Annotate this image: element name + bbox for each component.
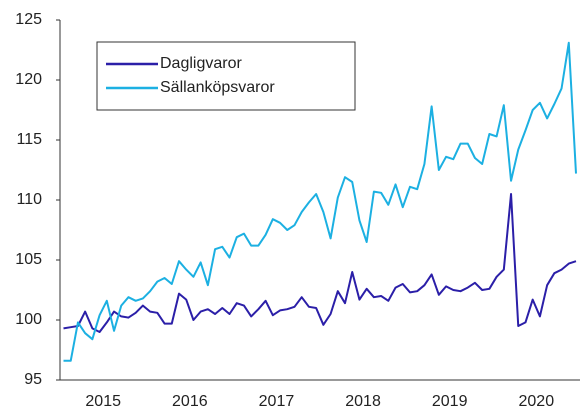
y-tick-label: 100 [15, 311, 42, 328]
y-tick-label: 115 [16, 131, 42, 148]
y-tick-label: 95 [24, 371, 42, 388]
y-tick-label: 125 [15, 11, 42, 28]
y-tick-label: 105 [15, 251, 42, 268]
line-series [63, 193, 577, 333]
x-group-label: 2020 [519, 393, 555, 410]
x-group-label: 2019 [432, 393, 468, 410]
y-tick-label: 110 [16, 191, 42, 208]
x-group-label: 2016 [172, 393, 208, 410]
x-group-label: 2018 [345, 393, 381, 410]
legend-box [96, 41, 356, 111]
y-tick-label: 120 [15, 71, 42, 88]
x-group-label: 2017 [259, 393, 295, 410]
line-series [63, 41, 577, 362]
legend-label: Dagligvaror [160, 55, 242, 72]
legend-label: Sällanköpsvaror [160, 79, 275, 96]
x-group-label: 2015 [85, 393, 121, 410]
